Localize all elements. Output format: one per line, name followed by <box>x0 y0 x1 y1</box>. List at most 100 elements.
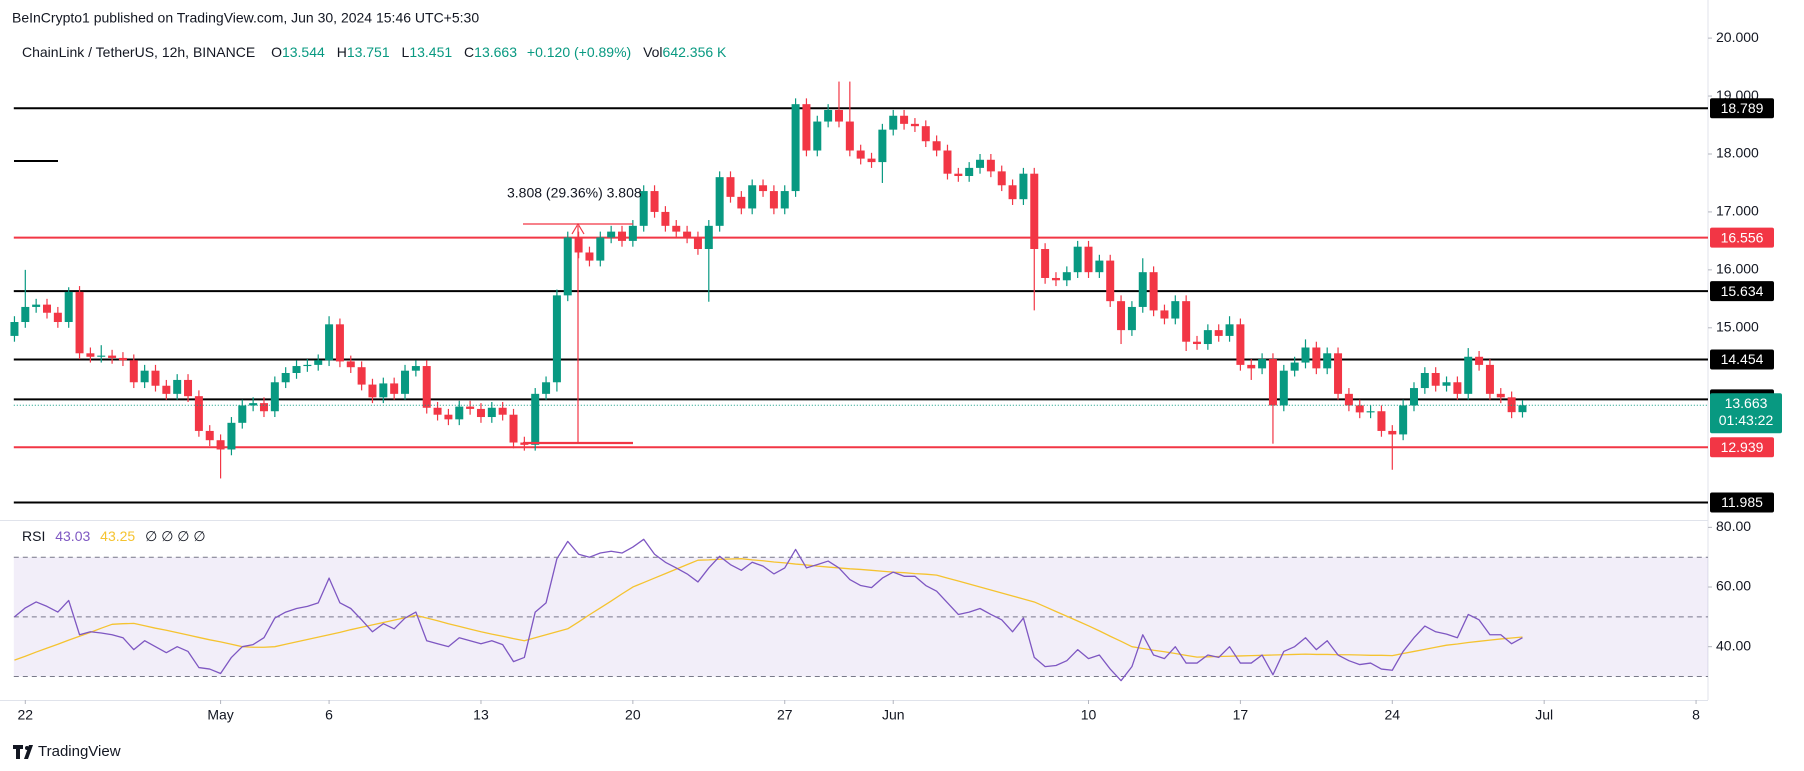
candle-body <box>878 129 887 163</box>
candle-body <box>1323 353 1332 369</box>
candle-body <box>487 407 496 418</box>
candle-body <box>1041 249 1050 278</box>
candle-body <box>194 396 203 431</box>
candle-body <box>1442 382 1451 386</box>
candle-body <box>1485 364 1494 394</box>
rsi-value: 43.03 <box>55 528 90 544</box>
candle-body <box>455 406 464 420</box>
rsi-name: RSI <box>22 528 45 544</box>
price-pane <box>10 81 1708 504</box>
candle-body <box>813 121 822 151</box>
candle-body <box>574 237 583 253</box>
candle-body <box>672 225 681 232</box>
candle-body <box>184 379 193 397</box>
candle-body <box>1182 301 1191 342</box>
candle-body <box>585 252 594 261</box>
candle-body <box>1312 347 1321 369</box>
candle-body <box>411 366 420 371</box>
candle-body <box>86 353 95 357</box>
candle-body <box>64 291 73 323</box>
close-label: C <box>464 44 474 60</box>
x-tick-label: 10 <box>1081 707 1097 723</box>
candle-body <box>1030 173 1039 250</box>
candle-body <box>1117 301 1126 331</box>
rsi-band <box>13 557 1708 677</box>
candle-body <box>661 211 670 226</box>
candle-body <box>802 104 811 151</box>
candle-body <box>1073 246 1082 273</box>
candle-body <box>748 185 757 209</box>
candle-body <box>433 407 442 415</box>
candle-body <box>759 185 768 192</box>
countdown-label: 01:43:22 <box>1719 412 1774 428</box>
brand-logo-dot <box>25 746 29 750</box>
rsi-pane <box>13 538 1708 682</box>
header: BeInCrypto1 published on TradingView.com… <box>12 10 479 26</box>
candle-body <box>401 370 410 394</box>
y-tick-label: 18.000 <box>1716 145 1759 161</box>
brand-name: TradingView <box>38 743 121 760</box>
candle-body <box>1008 185 1017 200</box>
candle-body <box>205 430 214 441</box>
candle-body <box>1409 388 1418 406</box>
candle-body <box>466 406 475 409</box>
candle-body <box>1247 364 1256 369</box>
candle-body <box>780 191 789 209</box>
candle-body <box>75 291 84 354</box>
candle-body <box>542 382 551 394</box>
candle-body <box>845 121 854 151</box>
open-label: O <box>271 44 282 60</box>
level-label: 18.789 <box>1721 100 1764 116</box>
rsi-y-tick-label: 80.00 <box>1716 518 1751 534</box>
candle-body <box>1344 393 1353 406</box>
candle-body <box>1377 411 1386 431</box>
y-tick-label: 16.000 <box>1716 261 1759 277</box>
volume-label: Vol <box>643 44 662 60</box>
x-tick-label: 6 <box>325 707 333 723</box>
candle-body <box>1225 324 1234 336</box>
level-label: 15.634 <box>1721 283 1764 299</box>
candle-body <box>1019 173 1028 200</box>
candle-body <box>1431 372 1440 386</box>
candle-body <box>607 231 616 238</box>
candle-body <box>422 366 431 408</box>
candle-body <box>715 177 724 226</box>
low-value: 13.451 <box>409 44 452 60</box>
candle-body <box>986 159 995 172</box>
candle-body <box>292 366 301 373</box>
candle-body <box>900 115 909 124</box>
candle-body <box>314 360 323 365</box>
candle-body <box>118 357 127 361</box>
y-tick-label: 20.000 <box>1716 29 1759 45</box>
candle-body <box>693 237 702 250</box>
candle-body <box>1138 272 1147 307</box>
candle-body <box>140 370 149 383</box>
y-tick-label: 15.000 <box>1716 319 1759 335</box>
candle-body <box>650 191 659 212</box>
candle-body <box>1062 272 1071 281</box>
open-value: 13.544 <box>282 44 325 60</box>
candle-body <box>325 324 334 361</box>
candle-body <box>42 304 51 313</box>
candle-body <box>1496 393 1505 398</box>
candle-body <box>108 355 117 358</box>
candle-body <box>509 414 518 443</box>
change: +0.120 (+0.89%) <box>527 44 631 60</box>
x-tick-label: 20 <box>625 707 641 723</box>
candle-body <box>596 237 605 261</box>
candle-body <box>943 150 952 174</box>
candle-body <box>303 364 312 367</box>
candle-body <box>357 367 366 385</box>
close-value: 13.663 <box>474 44 517 60</box>
x-tick-label: Jun <box>882 707 905 723</box>
candle-body <box>151 370 160 386</box>
level-label-box <box>1710 492 1774 513</box>
level-label-box <box>1710 227 1774 248</box>
candle-body <box>1203 330 1212 345</box>
candle-body <box>1279 370 1288 406</box>
low-label: L <box>402 44 410 60</box>
candle-body <box>259 403 268 412</box>
high-label: H <box>337 44 347 60</box>
candle-body <box>162 385 171 394</box>
